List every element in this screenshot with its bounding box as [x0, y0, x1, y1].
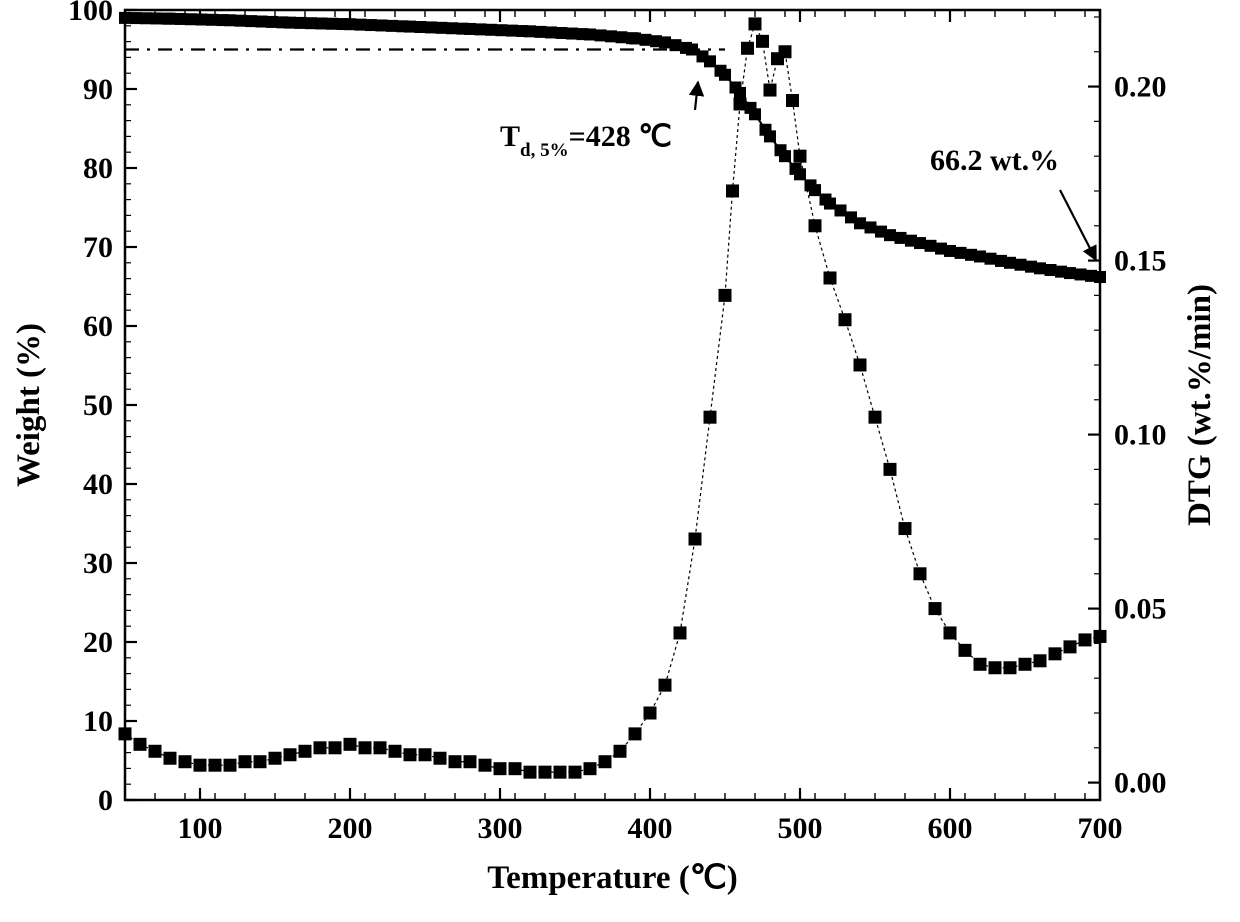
svg-text:500: 500 — [778, 812, 823, 845]
svg-text:10: 10 — [83, 705, 113, 738]
y-right-axis-label: DTG (wt.%/min) — [1182, 284, 1218, 526]
svg-text:20: 20 — [83, 626, 113, 659]
tga-dtg-chart: 100 200 300 400 500 600 700 0 10 20 30 40 50 60 70 80 90… — [0, 0, 1240, 922]
svg-text:0.15: 0.15 — [1114, 245, 1167, 278]
svg-text:40: 40 — [83, 468, 113, 501]
svg-text:90: 90 — [83, 73, 113, 106]
annotation-td5-arrow — [695, 82, 698, 110]
svg-text:400: 400 — [628, 812, 673, 845]
svg-text:100: 100 — [68, 0, 113, 27]
svg-text:60: 60 — [83, 310, 113, 343]
annotation-wt-arrow — [1060, 190, 1096, 260]
svg-text:80: 80 — [83, 152, 113, 185]
annotation-td5: Td, 5%=428 ℃ — [500, 120, 672, 161]
svg-text:100: 100 — [178, 812, 223, 845]
svg-text:0.10: 0.10 — [1114, 419, 1167, 452]
x-axis-label: Temperature (℃) — [487, 860, 738, 896]
y-left-axis-label: Weight (%) — [11, 323, 47, 487]
svg-text:30: 30 — [83, 547, 113, 580]
svg-text:0.00: 0.00 — [1114, 767, 1167, 800]
svg-text:0.20: 0.20 — [1114, 71, 1167, 104]
svg-text:0: 0 — [98, 784, 113, 817]
svg-text:300: 300 — [478, 812, 523, 845]
svg-text:200: 200 — [328, 812, 373, 845]
chart-svg: 100 200 300 400 500 600 700 0 10 20 30 40 50 60 70 80 90… — [0, 0, 1240, 922]
svg-text:0.05: 0.05 — [1114, 593, 1167, 626]
svg-text:70: 70 — [83, 231, 113, 264]
svg-text:50: 50 — [83, 389, 113, 422]
svg-text:700: 700 — [1078, 812, 1123, 845]
annotation-wt: 66.2 wt.% — [930, 144, 1059, 177]
svg-text:600: 600 — [928, 812, 973, 845]
